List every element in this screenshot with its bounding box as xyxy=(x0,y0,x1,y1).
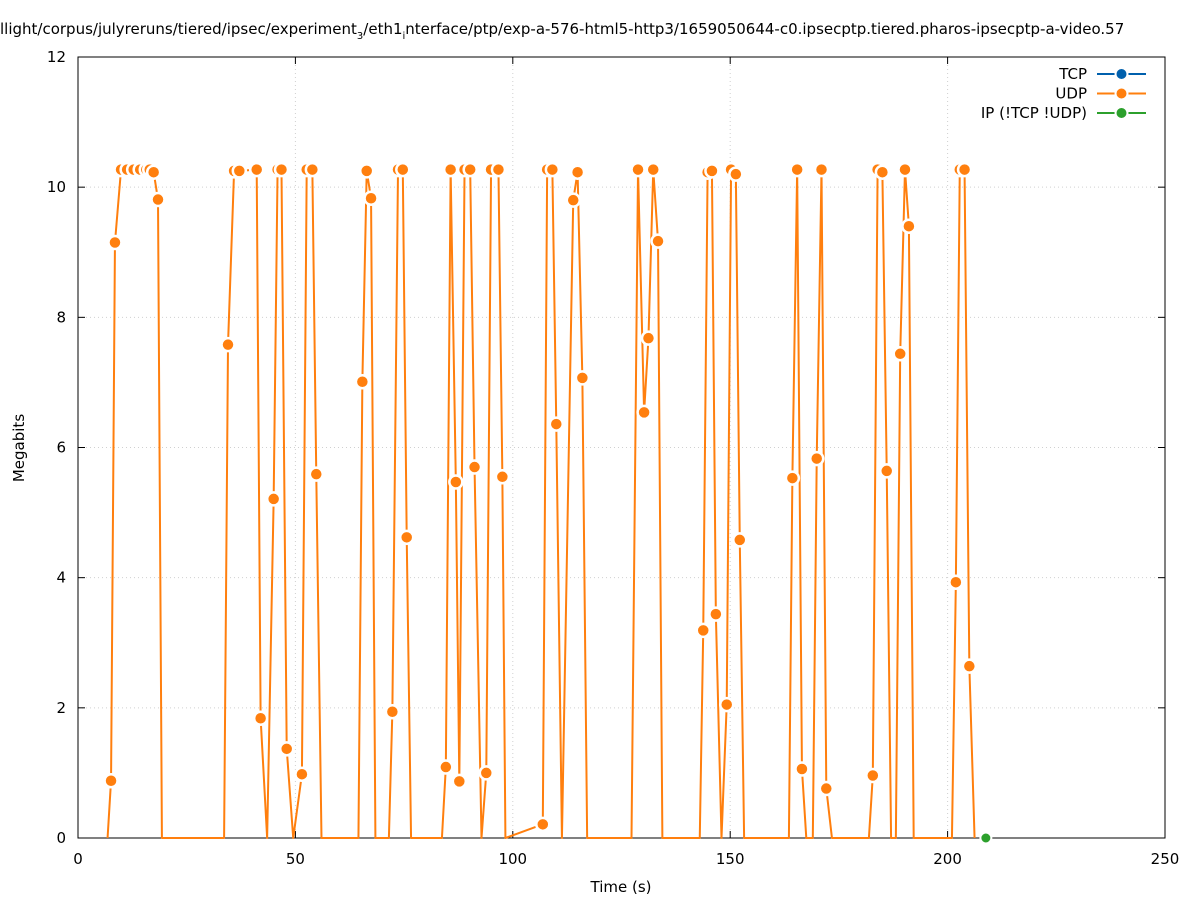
y-axis-label: Megabits xyxy=(10,414,28,482)
data-point xyxy=(784,470,801,486)
data-point xyxy=(630,161,646,178)
data-point xyxy=(398,529,415,546)
data-point xyxy=(878,463,895,479)
x-tick-label: 100 xyxy=(498,850,527,868)
series-line xyxy=(106,168,976,839)
data-point xyxy=(248,161,265,178)
data-point xyxy=(442,161,459,178)
data-point xyxy=(494,469,511,485)
data-point xyxy=(438,759,454,775)
data-point xyxy=(708,606,724,622)
data-point xyxy=(252,710,269,726)
legend-item: UDP xyxy=(1055,85,1146,103)
x-axis-label: Time (s) xyxy=(590,878,652,896)
data-point xyxy=(304,161,321,178)
data-point xyxy=(273,161,290,178)
data-point xyxy=(384,703,401,720)
data-point xyxy=(640,330,657,346)
legend-label: IP (!TCP !UDP) xyxy=(981,104,1087,122)
legend-swatch-marker xyxy=(1114,86,1129,101)
data-point xyxy=(363,190,379,206)
data-point xyxy=(794,761,810,777)
y-tick-label: 6 xyxy=(56,439,66,457)
series-group xyxy=(103,161,993,845)
data-point xyxy=(462,161,478,178)
data-point xyxy=(478,765,495,781)
data-point xyxy=(220,336,236,353)
data-point xyxy=(544,161,561,178)
y-tick-label: 4 xyxy=(56,569,66,587)
data-point xyxy=(956,161,973,178)
data-point xyxy=(901,218,917,234)
y-tick-label: 8 xyxy=(56,308,66,326)
data-point xyxy=(569,164,586,180)
data-point xyxy=(565,192,581,208)
data-point xyxy=(732,532,748,548)
legend-swatch-marker xyxy=(1114,67,1129,81)
data-point xyxy=(150,191,166,208)
x-tick-label: 0 xyxy=(73,850,83,868)
data-point xyxy=(961,658,978,674)
data-point xyxy=(490,161,507,178)
data-point xyxy=(818,780,835,797)
x-tick-label: 250 xyxy=(1151,850,1180,868)
data-point xyxy=(354,374,371,390)
data-point xyxy=(979,831,993,845)
data-point xyxy=(718,696,735,713)
legend-item: TCP xyxy=(1058,65,1146,83)
data-point xyxy=(865,767,881,784)
data-point xyxy=(145,164,162,180)
data-point xyxy=(548,416,565,432)
legend-swatch-marker xyxy=(1114,106,1129,120)
data-point xyxy=(103,772,119,789)
data-point xyxy=(466,459,483,475)
data-point xyxy=(650,233,666,249)
legend-item: IP (!TCP !UDP) xyxy=(981,104,1146,122)
data-point xyxy=(107,234,123,251)
data-point xyxy=(278,741,295,757)
data-point xyxy=(535,816,551,833)
data-point xyxy=(448,474,464,490)
data-point xyxy=(874,164,891,180)
series-ip-tcp-udp xyxy=(979,831,993,845)
data-point xyxy=(294,766,310,782)
data-point xyxy=(813,161,830,178)
data-point xyxy=(789,161,805,178)
data-point xyxy=(948,574,964,590)
y-tick-label: 0 xyxy=(56,829,66,847)
data-point xyxy=(574,370,591,386)
y-tick-label: 12 xyxy=(47,48,66,66)
data-point xyxy=(451,773,468,790)
axis-ticks: 0 50 100 150 200 250 0 2 4 6 8 10 12 xyxy=(47,48,1179,868)
data-point xyxy=(265,491,282,507)
chart-title: llight/corpus/julyreruns/tiered/ipsec/ex… xyxy=(0,20,1124,42)
data-point xyxy=(808,450,825,467)
data-point xyxy=(308,466,325,482)
y-tick-label: 2 xyxy=(56,699,66,717)
data-point xyxy=(704,163,720,179)
series-udp xyxy=(103,161,978,839)
x-tick-label: 150 xyxy=(716,850,745,868)
legend-label: UDP xyxy=(1055,85,1087,103)
data-point xyxy=(231,163,248,179)
legend-label: TCP xyxy=(1058,65,1087,83)
data-point xyxy=(897,161,913,178)
x-tick-label: 50 xyxy=(286,850,305,868)
data-point xyxy=(728,166,744,182)
data-point xyxy=(395,161,411,178)
data-point xyxy=(695,622,711,639)
x-tick-label: 200 xyxy=(933,850,962,868)
data-point xyxy=(358,163,375,179)
y-tick-label: 10 xyxy=(47,178,66,196)
data-point xyxy=(645,161,661,178)
data-point xyxy=(892,346,908,362)
data-point xyxy=(636,404,652,421)
